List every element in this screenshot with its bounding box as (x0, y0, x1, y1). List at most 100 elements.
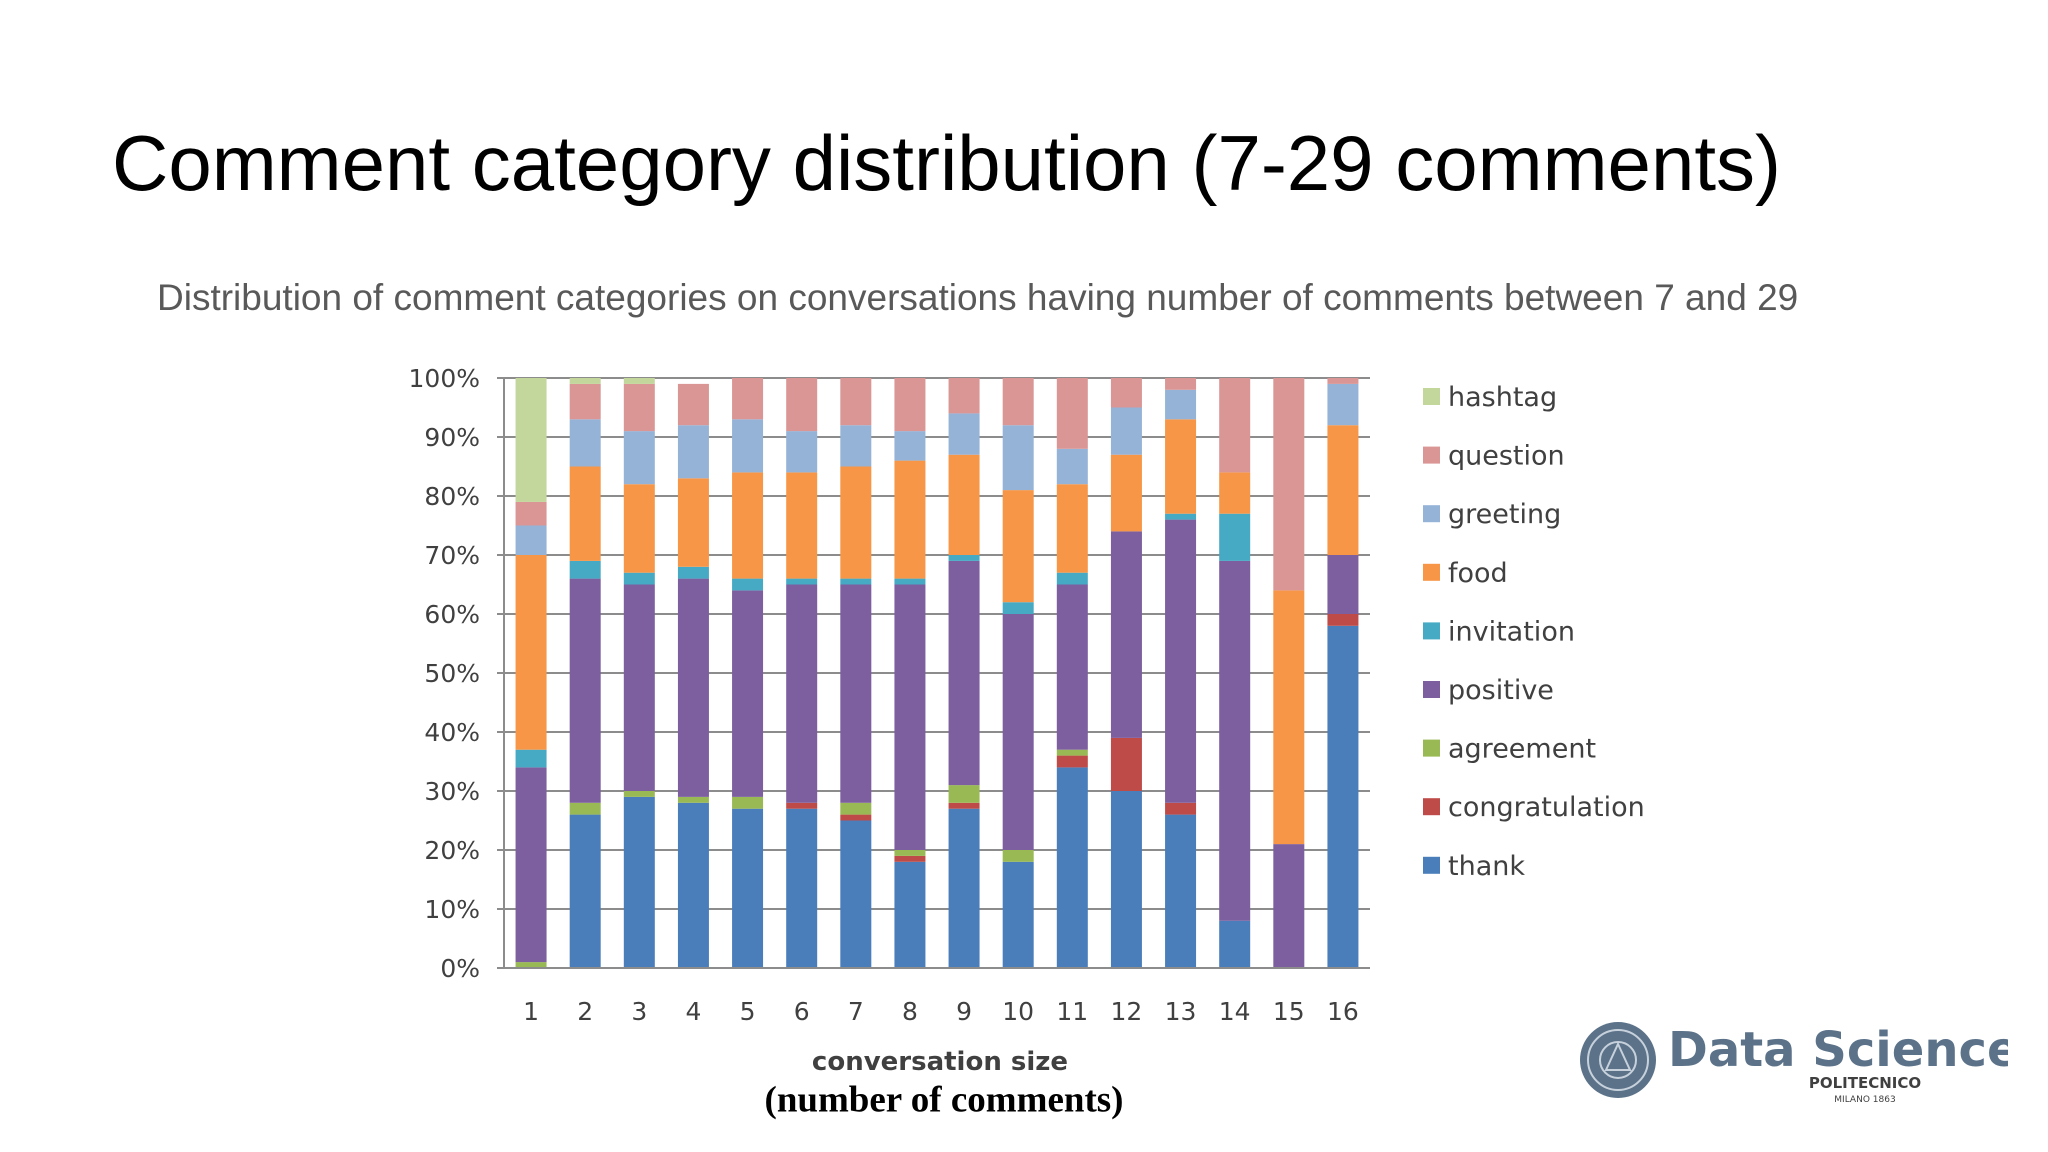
bar-segment-greeting (569, 419, 601, 467)
legend-swatch-food (1423, 563, 1440, 581)
bar-segment-greeting (623, 431, 655, 485)
bar-segment-positive (894, 584, 926, 850)
y-tick-label: 70% (424, 541, 480, 570)
bar-segment-thank (894, 861, 926, 968)
bar-segment-positive (840, 584, 872, 803)
bar-segment-invitation (623, 572, 655, 585)
x-tick-label: 9 (956, 997, 972, 1026)
bar-segment-greeting (677, 425, 709, 479)
legend-swatch-positive (1423, 681, 1440, 698)
legend-label-greeting: greeting (1448, 499, 1561, 530)
bar-segment-positive (1002, 614, 1034, 850)
bar-segment-question (1327, 378, 1359, 384)
x-tick-label: 6 (794, 997, 810, 1026)
bar-segment-question (1219, 378, 1251, 473)
bar-segment-greeting (1165, 389, 1197, 420)
bar-segment-food (623, 484, 655, 573)
x-tick-label: 10 (1002, 997, 1034, 1026)
bar-segment-food (1165, 419, 1197, 514)
bar-segment-agreement (569, 802, 601, 815)
bar-segment-agreement (1002, 850, 1034, 862)
legend-label-question: question (1448, 441, 1565, 472)
x-tick-label: 3 (631, 997, 647, 1026)
bar-segment-invitation (1219, 513, 1251, 561)
bar-segment-congratulation (1327, 614, 1359, 626)
bar-segment-thank (623, 796, 655, 968)
bar-segment-thank (1110, 791, 1142, 968)
y-tick-label: 90% (424, 423, 480, 452)
bar-segment-question (732, 378, 764, 420)
bar-segment-question (894, 378, 926, 432)
bar-segment-food (1219, 472, 1251, 514)
bar-segment-agreement (840, 802, 872, 815)
x-tick-label: 15 (1273, 997, 1305, 1026)
bar-segment-food (1110, 454, 1142, 532)
logo-line1: POLITECNICO (1809, 1074, 1921, 1092)
bar-segment-food (948, 454, 980, 555)
bar-segment-food (1002, 490, 1034, 603)
bar-segment-invitation (894, 578, 926, 585)
bar-segment-question (1165, 378, 1197, 390)
y-axis-ticks: 0% 10% 20% 30% 40% 50% 60% 70% 80% 90% 100% (409, 364, 504, 983)
x-tick-label: 14 (1219, 997, 1251, 1026)
x-axis-ticks: 1 2 3 4 5 6 7 8 9 10 11 12 13 14 15 16 (523, 997, 1359, 1026)
bar-segment-invitation (1056, 572, 1088, 585)
y-tick-label: 20% (424, 836, 480, 865)
bar-segment-positive (515, 767, 547, 963)
legend: hashtag question greeting food invitation pos… (1423, 382, 1645, 882)
bar-segment-question (677, 383, 709, 426)
bar-segment-thank (1002, 861, 1034, 968)
bar-segment-thank (1219, 920, 1251, 968)
bar-segment-food (1273, 590, 1305, 845)
bar-segment-greeting (894, 431, 926, 461)
bar-segment-thank (948, 808, 980, 968)
data-science-logo: Data Science POLITECNICO MILANO 1863 (1580, 1022, 2008, 1105)
bar-segment-agreement (894, 850, 926, 856)
bar-segment-positive (1110, 531, 1142, 738)
bar-segment-positive (732, 590, 764, 797)
bar-segment-congratulation (1110, 737, 1142, 791)
bar-segment-agreement (623, 791, 655, 797)
legend-label-thank: thank (1448, 851, 1525, 882)
bar-segment-invitation (840, 578, 872, 585)
x-tick-label: 5 (740, 997, 756, 1026)
bar-segment-food (569, 466, 601, 561)
legend-label-invitation: invitation (1448, 616, 1575, 647)
bar-segment-food (840, 466, 872, 579)
bar-segment-question (1110, 378, 1142, 408)
bar-segment-thank (1165, 814, 1197, 968)
bar-segment-question (1056, 378, 1088, 449)
x-tick-label: 11 (1056, 997, 1088, 1026)
legend-swatch-invitation (1423, 622, 1440, 640)
bar-segment-positive (623, 584, 655, 791)
legend-swatch-agreement (1423, 739, 1440, 757)
bar-segment-food (1327, 425, 1359, 555)
legend-swatch-congratulation (1423, 798, 1440, 816)
bar-segment-positive (1219, 560, 1251, 921)
bar-segment-food (677, 478, 709, 567)
bar-segment-congratulation (894, 855, 926, 862)
bar-segment-question (569, 383, 601, 420)
bar-segment-question (515, 501, 547, 526)
bar-segment-food (786, 472, 818, 579)
bar-segment-congratulation (840, 814, 872, 821)
bar-segment-invitation (786, 578, 818, 585)
bar-segment-question (840, 378, 872, 426)
bar-segment-greeting (1056, 448, 1088, 485)
bar-segment-invitation (515, 749, 547, 768)
x-tick-label: 16 (1327, 997, 1359, 1026)
x-tick-label: 2 (577, 997, 593, 1026)
bars (515, 378, 1359, 968)
bar-segment-hashtag (515, 378, 547, 502)
logo-line2: MILANO 1863 (1834, 1095, 1895, 1105)
bar-segment-thank (786, 808, 818, 968)
bar-segment-greeting (732, 419, 764, 473)
y-tick-label: 0% (440, 954, 480, 983)
legend-swatch-hashtag (1423, 388, 1440, 405)
bar-segment-invitation (948, 555, 980, 561)
slide-subtitle: Distribution of comment categories on co… (157, 277, 1799, 318)
legend-label-congratulation: congratulation (1448, 792, 1645, 823)
y-tick-label: 10% (424, 895, 480, 924)
bar-segment-agreement (1056, 749, 1088, 756)
bar-segment-thank (840, 820, 872, 968)
